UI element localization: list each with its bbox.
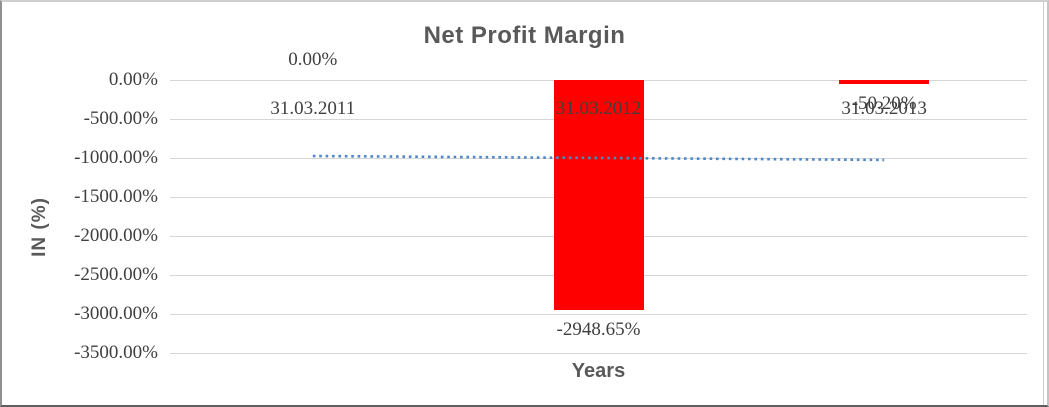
y-tick-label: -500.00% — [83, 108, 158, 129]
y-tick-label: 0.00% — [108, 69, 158, 90]
category-label: 31.03.2012 — [555, 98, 642, 119]
bar-data-label: -50.20% — [851, 93, 917, 115]
bar-31.03.2013 — [839, 80, 930, 84]
x-axis-title: Years — [571, 360, 626, 382]
bar-data-label: 0.00% — [288, 49, 338, 70]
bar-data-label: -2948.65% — [556, 319, 641, 341]
y-tick-label: -3500.00% — [74, 342, 158, 363]
y-tick-label: -2500.00% — [74, 264, 158, 285]
y-tick-label: -2000.00% — [74, 225, 158, 246]
y-tick-label: -1500.00% — [74, 186, 158, 207]
chart-right-edge-line — [1043, 2, 1044, 405]
bar-31.03.2012 — [553, 80, 644, 310]
gridline — [170, 313, 1027, 315]
chart-title: Net Profit Margin — [423, 22, 626, 49]
category-label: 31.03.2013 — [841, 98, 927, 119]
y-tick-label: -3000.00% — [74, 303, 158, 324]
gridline — [170, 352, 1027, 354]
y-tick-label: -1000.00% — [74, 147, 158, 168]
category-label: 31.03.2011 — [270, 98, 356, 119]
